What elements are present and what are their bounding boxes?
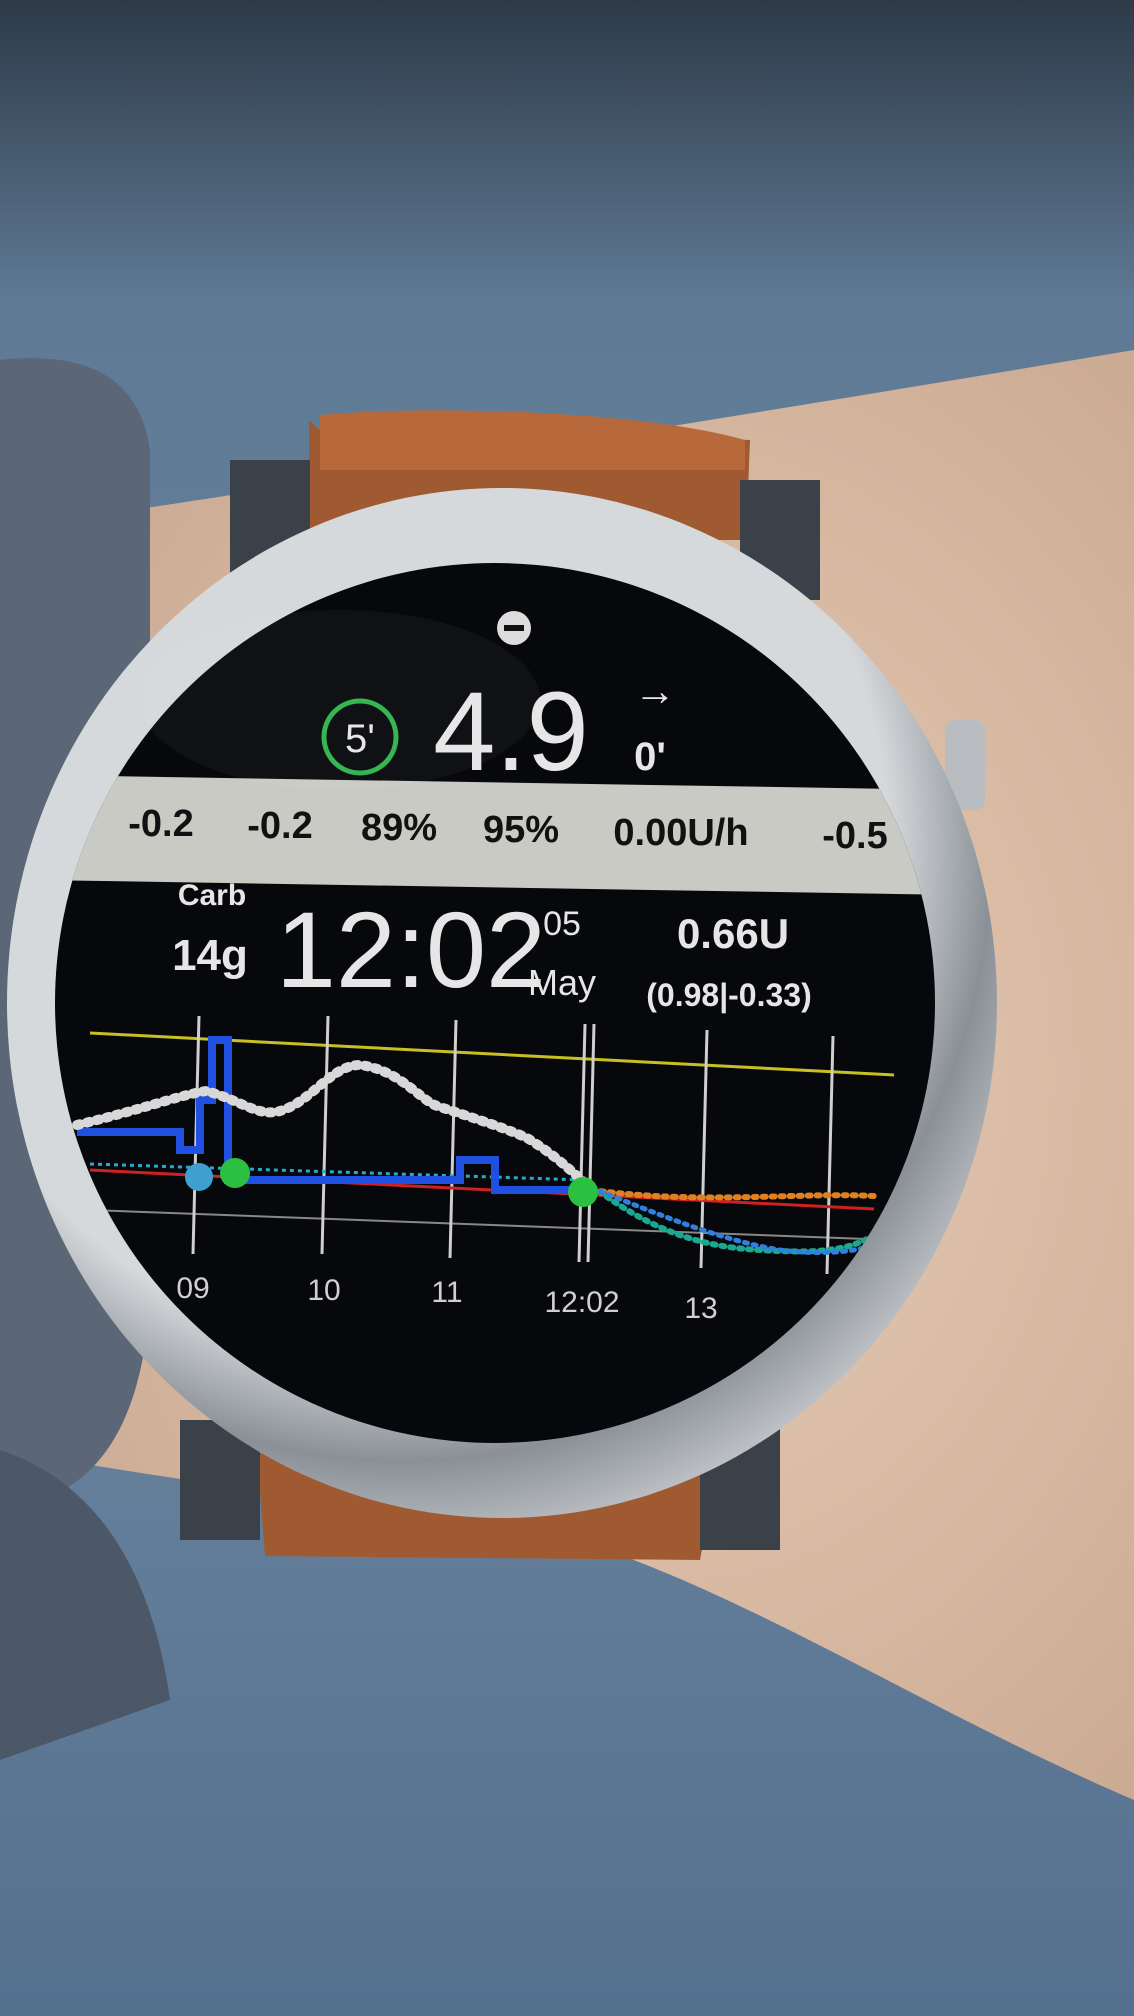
- prediction-blue: [589, 1185, 877, 1256]
- status-item: 89%: [361, 807, 437, 849]
- crown: [945, 720, 985, 810]
- carb-dot: [185, 1163, 213, 1191]
- prediction-teal: [589, 1183, 877, 1255]
- date-month: May: [528, 962, 596, 1003]
- low-line: [89, 1209, 895, 1241]
- glucose-history: [72, 1059, 590, 1188]
- hour-line: [577, 1023, 587, 1263]
- x-label: 11: [431, 1276, 462, 1309]
- current-dot: [568, 1177, 598, 1207]
- watch-face: 5' 4.9 → 0' -0.2 -0.2 89% 95% 0.00U/h -0…: [55, 611, 935, 1325]
- delta-age: 0': [634, 735, 666, 779]
- insulin-total: 0.66U: [677, 910, 789, 957]
- hour-line: [320, 1015, 330, 1255]
- cob-line: [89, 1162, 586, 1182]
- trend-arrow: →: [634, 667, 676, 714]
- x-label: 13: [684, 1292, 717, 1325]
- status-item: 95%: [483, 809, 559, 851]
- x-label: 09: [176, 1272, 209, 1305]
- glucose: 4.9: [433, 669, 589, 794]
- strap-top-edge: [320, 410, 745, 470]
- minus-icon-bar: [504, 625, 524, 631]
- status-item: -0.2: [247, 805, 312, 847]
- status-item: -0.2: [128, 803, 193, 845]
- x-label: 10: [307, 1274, 340, 1307]
- x-label: 12:02: [544, 1286, 619, 1319]
- carb-label: Carb: [178, 879, 246, 912]
- basal-line: [77, 1036, 580, 1194]
- status-item: 0.00U/h: [613, 812, 748, 854]
- hour-line: [448, 1019, 458, 1259]
- insulin-detail: (0.98|-0.33): [646, 977, 811, 1013]
- date-day: 05: [543, 905, 581, 943]
- hour-line: [825, 1035, 835, 1275]
- hour-line: [586, 1023, 596, 1263]
- prediction-orange: [589, 1187, 877, 1201]
- sleeve-bottom: [0, 1450, 170, 1760]
- carb-value: 14g: [172, 931, 248, 980]
- bolus-dot: [220, 1158, 250, 1188]
- time: 12:02: [276, 889, 546, 1010]
- sync-age: 5': [345, 717, 375, 761]
- glass-reflection: [140, 610, 540, 790]
- status-bar: [55, 775, 935, 895]
- graph: 09 10 11 12:02 13: [72, 1015, 895, 1325]
- status-item: -0.5: [822, 815, 887, 857]
- sync-ring: [321, 698, 399, 776]
